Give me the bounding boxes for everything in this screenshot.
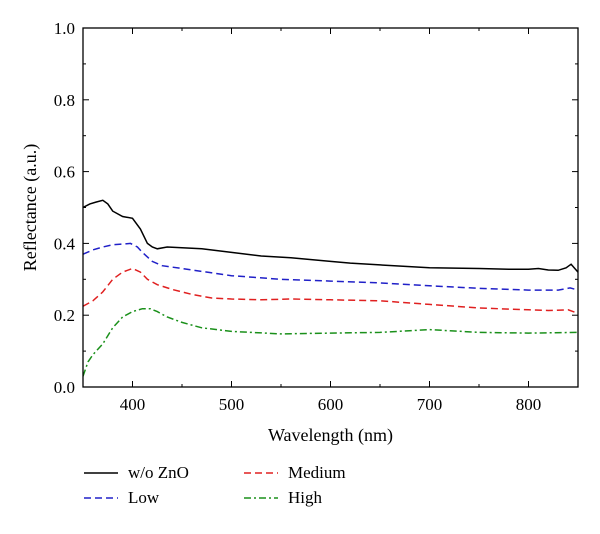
x-tick-label: 600 [318,395,344,414]
x-tick-label: 800 [516,395,542,414]
y-tick-label: 0.2 [54,306,75,325]
legend-label: Low [128,488,160,507]
legend: w/o ZnO Medium Low High [84,463,346,507]
series-line-low [83,242,578,291]
y-axis-label: Reflectance (a.u.) [20,144,41,271]
y-tick-label: 0.8 [54,91,75,110]
legend-label: w/o ZnO [128,463,189,482]
y-tick-label: 1.0 [54,19,75,38]
legend-label: High [288,488,323,507]
legend-label: Medium [288,463,346,482]
y-tick-label: 0.4 [54,234,76,253]
y-tick-label: 0.6 [54,163,75,182]
x-axis-ticks: 400 500 600 700 800 [82,28,579,414]
legend-item-high: High [244,488,323,507]
legend-item-medium: Medium [244,463,346,482]
y-axis-ticks: 0.0 0.2 0.4 0.6 0.8 1.0 [54,19,578,397]
series-line-high [83,307,578,377]
y-tick-label: 0.0 [54,378,75,397]
x-tick-label: 700 [417,395,443,414]
series-line-w-o-zno [83,199,578,273]
plot-lines [83,199,578,377]
x-axis-label: Wavelength (nm) [268,425,393,446]
x-tick-label: 500 [219,395,245,414]
legend-item-low: Low [84,488,160,507]
x-tick-label: 400 [120,395,146,414]
series-line-medium [83,267,578,315]
legend-item-w-o-zno: w/o ZnO [84,463,189,482]
